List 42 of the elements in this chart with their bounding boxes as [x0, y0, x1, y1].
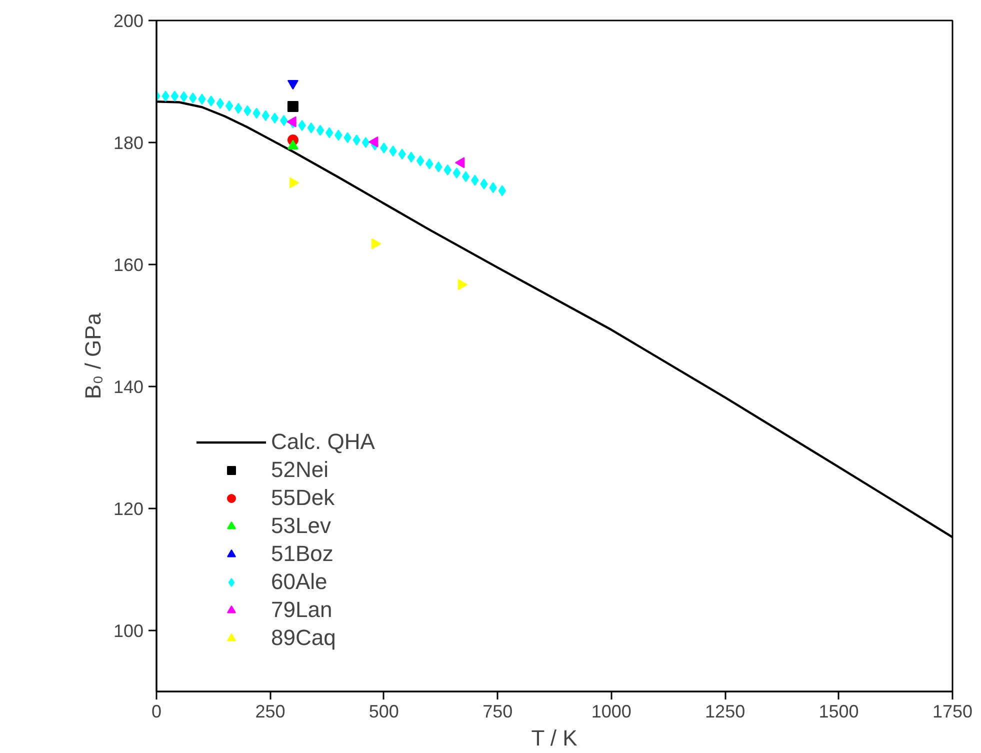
point	[270, 112, 279, 124]
legend-label: 89Caq	[271, 625, 336, 651]
point	[416, 155, 424, 166]
point	[362, 137, 370, 148]
x-tick-label: 500	[368, 702, 399, 722]
point	[286, 116, 296, 128]
x-tick-label: 1000	[591, 702, 632, 722]
legend-label: 53Lev	[271, 513, 331, 539]
x-tick-label: 1500	[818, 702, 859, 722]
y-axis-title: B₀ / GPa	[80, 312, 106, 400]
y-tick-label: 180	[113, 133, 144, 153]
x-tick-label: 250	[255, 702, 286, 722]
y-tick-label: 160	[113, 255, 144, 275]
y-tick-label: 200	[113, 11, 144, 31]
point	[462, 171, 470, 182]
point	[287, 80, 298, 90]
x-axis-title: T / K	[531, 726, 578, 750]
x-tick-label: 750	[482, 702, 513, 722]
point	[170, 90, 179, 102]
legend-label: 79Lan	[271, 597, 332, 623]
legend-label: Calc. QHA	[271, 429, 375, 455]
y-tick-label: 100	[113, 621, 144, 641]
legend-label: 60Ale	[271, 569, 328, 595]
x-tick-label: 1750	[932, 702, 973, 722]
point	[287, 101, 298, 112]
point	[368, 136, 378, 148]
point	[180, 91, 188, 102]
point	[454, 157, 465, 168]
legend-label: 55Dek	[271, 485, 335, 511]
legend-label: 52Nei	[271, 457, 328, 483]
point	[407, 152, 416, 163]
point	[452, 168, 461, 178]
point	[316, 124, 324, 136]
point	[225, 100, 234, 112]
y-tick-label: 140	[113, 377, 144, 397]
x-tick-label: 1250	[705, 702, 746, 722]
point	[498, 185, 506, 196]
x-tick-label: 0	[151, 702, 162, 722]
point	[216, 98, 224, 109]
point	[287, 140, 298, 150]
legend-label: 51Boz	[271, 541, 334, 567]
y-tick-label: 120	[113, 499, 144, 519]
